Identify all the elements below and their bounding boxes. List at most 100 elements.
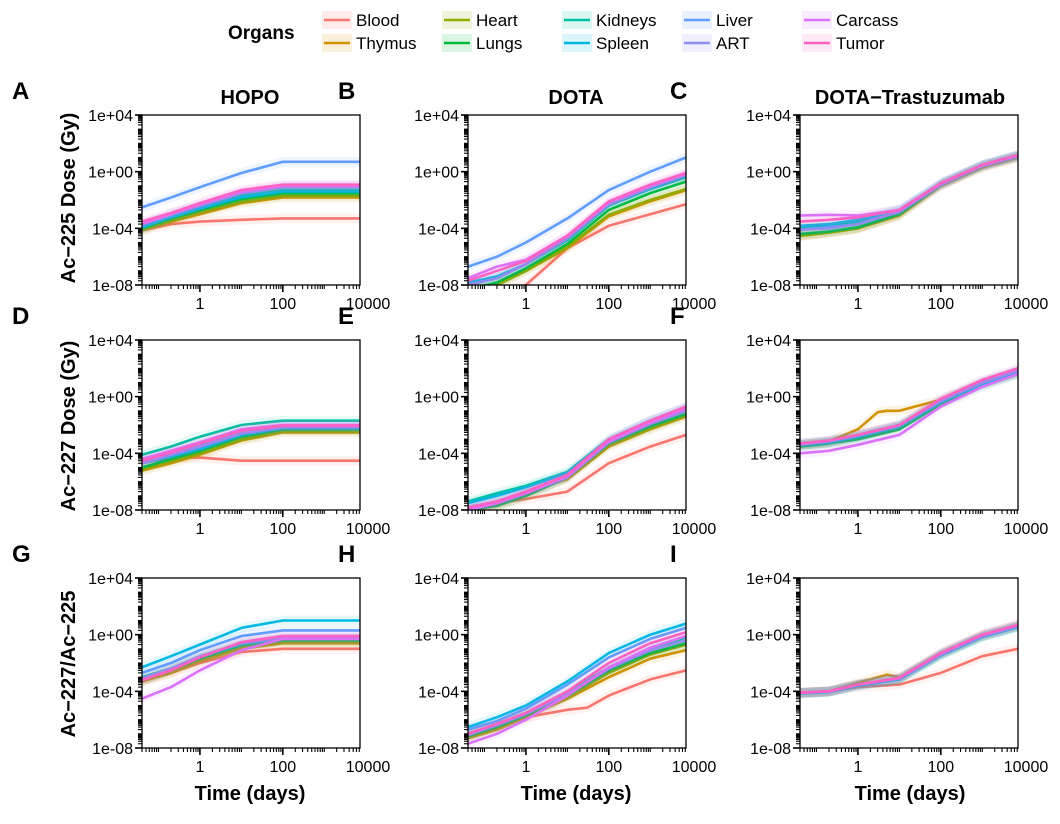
row-label-ac227-ac225-ratio: Ac−227/Ac−225 <box>58 591 80 738</box>
legend-label-tumor: Tumor <box>836 34 885 53</box>
x-tick-label: 1 <box>853 759 862 776</box>
legend-item-art: ART <box>682 34 750 53</box>
y-tick-label: 1e-04 <box>750 446 791 463</box>
y-tick-label: 1e+00 <box>414 628 459 645</box>
column-title-hopo: HOPO <box>221 87 280 109</box>
line-thymus-G <box>142 641 360 683</box>
x-tick-label: 1 <box>853 521 862 538</box>
legend-label-carcass: Carcass <box>836 11 898 30</box>
x-tick-label: 1 <box>521 759 530 776</box>
line-kidneys-D <box>142 419 360 456</box>
panel-E: E 1e-08 1e-04 1e+00 1e+04 1 100 10000 <box>338 303 716 538</box>
band-lungs-I <box>800 621 1018 698</box>
y-tick-label: 1e-08 <box>418 503 459 520</box>
x-tick-label: 1 <box>195 759 204 776</box>
line-art-D <box>142 425 360 465</box>
legend-item-lungs: Lungs <box>442 34 522 53</box>
line-blood-A <box>142 217 360 232</box>
y-tick-label: 1e+00 <box>88 390 133 407</box>
panel-F: F 1e-08 1e-04 1e+00 1e+04 1 100 10000 <box>670 303 1048 538</box>
panel-letter-C: C <box>670 78 687 105</box>
legend-label-blood: Blood <box>356 11 399 30</box>
panel-frame-I <box>799 577 1019 749</box>
y-tick-label: 1e-04 <box>750 684 791 701</box>
y-tick-label: 1e+04 <box>88 571 133 588</box>
x-tick-label: 100 <box>927 296 954 313</box>
panel-letter-E: E <box>338 303 354 330</box>
band-carcass-B <box>468 169 686 284</box>
line-heart-B <box>491 187 686 285</box>
y-tick-label: 1e+00 <box>746 390 791 407</box>
y-tick-label: 1e+00 <box>746 165 791 182</box>
y-tick-label: 1e+00 <box>414 165 459 182</box>
row-label-ac225-dose: Ac−225 Dose (Gy) <box>58 113 80 284</box>
band-carcass-I <box>800 619 1018 698</box>
y-tick-label: 1e-04 <box>418 221 459 238</box>
panel-B: B 1e-08 1e-04 1e+00 1e+04 1 100 10000 <box>338 78 716 313</box>
legend-item-tumor: Tumor <box>802 34 885 53</box>
legend-label-spleen: Spleen <box>596 34 649 53</box>
line-thymus-A <box>142 196 360 231</box>
band-art-F <box>800 365 1018 450</box>
line-spleen-A <box>142 190 360 229</box>
band-heart-I <box>800 621 1018 698</box>
y-tick-label: 1e-08 <box>418 741 459 758</box>
x-axis-title-col1: Time (days) <box>195 783 306 805</box>
x-tick-label: 10000 <box>672 296 717 313</box>
x-tick-label: 10000 <box>1004 521 1049 538</box>
y-tick-label: 1e-08 <box>750 503 791 520</box>
legend-item-carcass: Carcass <box>802 11 898 30</box>
x-tick-label: 1 <box>853 296 862 313</box>
series-group-A <box>142 156 360 236</box>
legend-label-art: ART <box>716 34 750 53</box>
legend-title: Organs <box>228 23 295 44</box>
y-tick-label: 1e+00 <box>414 390 459 407</box>
legend-item-thymus: Thymus <box>322 34 416 53</box>
y-tick-label: 1e-04 <box>92 684 133 701</box>
x-tick-label: 10000 <box>346 296 391 313</box>
panel-letter-B: B <box>338 78 355 105</box>
band-tumor-H <box>468 627 686 739</box>
legend-label-lungs: Lungs <box>476 34 522 53</box>
y-tick-label: 1e+00 <box>88 628 133 645</box>
series-group-E <box>468 401 686 510</box>
line-liver-B <box>468 156 686 268</box>
x-tick-label: 1 <box>521 296 530 313</box>
x-tick-label: 10000 <box>672 521 717 538</box>
band-blood-E <box>468 430 686 510</box>
x-tick-label: 100 <box>927 521 954 538</box>
y-tick-label: 1e-04 <box>92 446 133 463</box>
band-spleen-I <box>800 622 1018 699</box>
x-tick-label: 100 <box>595 521 622 538</box>
line-tumor-H <box>468 630 686 736</box>
line-carcass-G <box>142 637 360 700</box>
legend-item-heart: Heart <box>442 11 518 30</box>
line-tumor-E <box>468 405 686 509</box>
line-tumor-C <box>800 153 1018 223</box>
panel-letter-G: G <box>12 541 31 568</box>
x-tick-label: 100 <box>269 296 296 313</box>
line-lungs-B <box>480 180 686 285</box>
band-spleen-C <box>800 150 1018 231</box>
y-tick-label: 1e-04 <box>750 221 791 238</box>
y-tick-label: 1e+04 <box>88 333 133 350</box>
series-group-B <box>468 152 686 285</box>
legend-label-thymus: Thymus <box>356 34 416 53</box>
y-tick-label: 1e-08 <box>92 503 133 520</box>
x-tick-label: 100 <box>595 759 622 776</box>
y-tick-label: 1e-04 <box>418 684 459 701</box>
x-tick-label: 100 <box>269 521 296 538</box>
panel-H: H 1e-08 1e-04 1e+00 1e+04 1 100 10000 <box>338 541 716 776</box>
legend-label-liver: Liver <box>716 11 753 30</box>
y-tick-label: 1e-08 <box>750 278 791 295</box>
series-group-G <box>142 615 360 704</box>
x-tick-label: 1 <box>195 521 204 538</box>
line-carcass-H <box>468 634 686 745</box>
y-tick-label: 1e+04 <box>414 571 459 588</box>
series-group-F <box>800 363 1018 459</box>
column-title-dota: DOTA <box>548 87 603 109</box>
band-tumor-C <box>800 150 1018 227</box>
x-tick-label: 10000 <box>346 759 391 776</box>
row-label-ac227-dose: Ac−227 Dose (Gy) <box>58 341 80 512</box>
legend-item-blood: Blood <box>322 11 399 30</box>
